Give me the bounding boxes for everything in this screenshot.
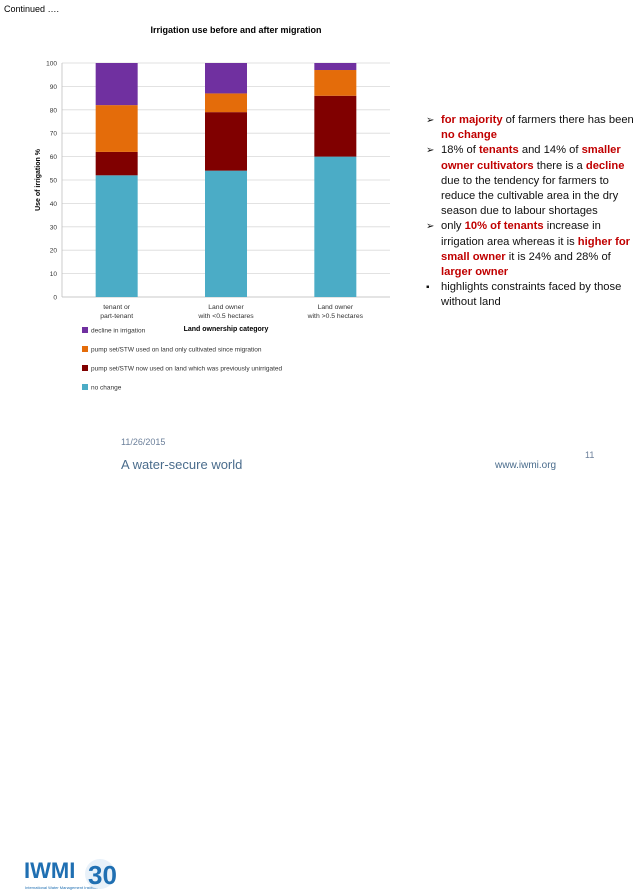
bullet-text: only [441, 220, 465, 233]
x-tick-label: with <0.5 hectares [197, 313, 254, 320]
bar-segment [314, 70, 357, 96]
highlight-text: no change [441, 129, 497, 142]
iwmi-logo: IWMI International Water Management Inst… [24, 858, 117, 890]
y-tick-label: 0 [53, 295, 57, 302]
highlight-text: 10% of tenants [464, 220, 544, 233]
x-tick-label: Land owner [208, 304, 244, 311]
bar-segment [205, 170, 247, 297]
bullet-list: ➢ for majority of farmers there has been … [425, 113, 635, 311]
y-tick-label: 40 [50, 201, 58, 208]
bullet-text: due to the tendency for farmers to reduc… [441, 174, 619, 218]
bullet-text: it is 24% and 28% of [505, 250, 611, 263]
y-tick-label: 50 [50, 178, 58, 185]
bullet-marker-icon: ➢ [426, 221, 435, 233]
bar-segment [95, 105, 138, 152]
y-tick-label: 10 [50, 271, 58, 278]
chart-title: Irrigation use before and after migratio… [150, 25, 321, 35]
continued-label: Continued …. [4, 4, 60, 14]
y-axis-label: Use of irrigation % [35, 148, 42, 211]
highlight-text: for majority [441, 114, 503, 126]
y-tick-label: 30 [50, 224, 58, 231]
y-tick-label: 70 [50, 131, 58, 138]
bullet-item: ▪ highlights constraints faced by those w… [425, 280, 635, 310]
legend-swatch [82, 365, 88, 371]
bar-segment [95, 63, 138, 106]
x-tick-label: part-tenant [100, 313, 133, 320]
bullet-text: of farmers there has been [502, 114, 634, 126]
legend-label: no change [91, 385, 122, 392]
legend-label: decline in irrigation [91, 328, 146, 335]
anniversary-number: 30 [88, 860, 117, 890]
bar-segment [95, 175, 138, 297]
x-axis-label: Land ownership category [184, 326, 269, 333]
bullet-item: ➢ 18% of tenants and 14% of smaller owner… [425, 143, 635, 219]
highlight-text: tenants [478, 144, 519, 157]
bar-segment [314, 63, 357, 71]
legend-label: pump set/STW used on land only cultivate… [91, 347, 262, 354]
highlight-text: smaller owner cultivators [441, 144, 621, 172]
stacked-bar-chart: Irrigation use before and after migratio… [35, 25, 390, 392]
legend-swatch [82, 384, 88, 390]
bar-segment [205, 112, 247, 171]
bar-segment [205, 93, 247, 113]
legend-swatch [82, 346, 88, 352]
y-tick-label: 60 [50, 154, 58, 161]
y-tick-label: 100 [46, 61, 57, 68]
bar-segment [314, 156, 357, 297]
y-tick-label: 20 [50, 248, 58, 255]
x-tick-label: tenant or [103, 304, 131, 311]
bar-segment [314, 95, 357, 157]
bullet-text: 18% of [441, 144, 479, 157]
y-tick-label: 80 [50, 107, 58, 114]
bullet-item: ➢ for majority of farmers there has been … [425, 113, 635, 143]
bullet-text: there is a [533, 159, 586, 172]
bullet-item: ➢ only 10% of tenants increase in irrigat… [425, 219, 635, 280]
highlight-text: higher for small owner [441, 235, 631, 263]
page-number: 11 [585, 450, 595, 460]
highlight-text: decline [585, 159, 625, 172]
bullet-text: increase in irrigation area whereas it i… [441, 220, 601, 248]
x-tick-label: with >0.5 hectares [307, 313, 364, 320]
bullet-text: highlights constraints faced by those wi… [441, 281, 622, 309]
bar-segment [95, 151, 138, 176]
bullet-text: and 14% of [518, 144, 582, 157]
tagline: A water-secure world [121, 457, 243, 472]
highlight-text: larger owner [441, 266, 509, 279]
slide-date: 11/26/2015 [121, 437, 166, 447]
bar-segment [205, 63, 247, 94]
logo-text: IWMI [24, 858, 75, 883]
bullet-marker-icon: ➢ [426, 145, 435, 157]
website-link[interactable]: www.iwmi.org [495, 460, 557, 471]
legend-label: pump set/STW now used on land which was … [91, 366, 283, 373]
legend-swatch [82, 327, 88, 333]
bullet-marker-icon: ➢ [426, 115, 435, 126]
bullet-marker-icon: ▪ [426, 282, 430, 294]
x-tick-label: Land owner [318, 304, 354, 311]
y-tick-label: 90 [50, 84, 58, 91]
